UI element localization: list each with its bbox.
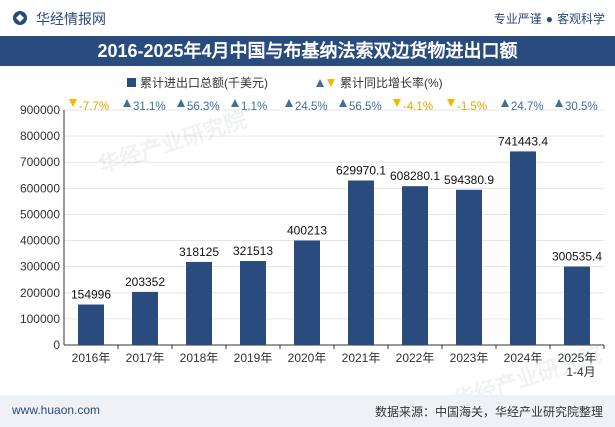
bar <box>456 189 482 345</box>
growth-rate-label: -7.7% <box>79 101 109 113</box>
chart-title: 2016-2025年4月中国与布基纳法索双边货物进出口额 <box>0 36 615 66</box>
bar-value-label: 318125 <box>179 245 219 259</box>
growth-down-marker <box>69 99 77 107</box>
growth-rate-label: 56.5% <box>349 101 382 113</box>
footer-website: www.huaon.com <box>12 403 101 417</box>
x-tick-label: 2016年 <box>72 351 111 365</box>
bar <box>564 266 590 345</box>
growth-rate-label: 24.5% <box>295 101 328 113</box>
x-tick-label: 2018年 <box>180 351 219 365</box>
y-tick-label: 400000 <box>20 234 60 248</box>
growth-up-marker <box>177 99 185 107</box>
bar-value-label: 321513 <box>233 244 273 258</box>
x-tick-label: 2017年 <box>126 351 165 365</box>
growth-rate-label: 56.3% <box>187 101 220 113</box>
footer-source: 数据来源：中国海关，华经产业研究院整理 <box>374 405 603 419</box>
growth-rate-label: 31.1% <box>133 101 166 113</box>
slogan-dot: ● <box>545 12 553 26</box>
bar-value-label: 400213 <box>287 223 327 237</box>
slogan-left: 专业严谨 <box>493 12 542 26</box>
legend-growth-swatch <box>316 78 336 88</box>
y-tick-label: 600000 <box>20 181 60 195</box>
bar-chart: 0 100000 200000 300000 400000 500000 600000 700… <box>20 99 605 379</box>
y-tick-label: 800000 <box>20 129 60 143</box>
bar-value-label: 608280.1 <box>390 169 440 183</box>
legend-growth-label: 累计同比增长率(%) <box>340 76 443 90</box>
bar <box>78 304 104 345</box>
huajing-logo-icon <box>13 11 27 25</box>
legend-bar-label: 累计进出口总额(千美元) <box>140 76 268 90</box>
x-tick-label: 1-4月 <box>566 365 595 379</box>
bar-value-label: 741443.4 <box>498 134 548 148</box>
x-tick-label: 2021年 <box>342 351 381 365</box>
brand-name: 华经情报网 <box>36 11 106 27</box>
growth-up-marker <box>555 99 563 107</box>
legend-bar-swatch <box>127 78 136 87</box>
growth-up-marker <box>123 99 131 107</box>
chart-legend: 累计进出口总额(千美元) 累计同比增长率(%) <box>0 74 615 92</box>
footer: www.huaon.com 数据来源：中国海关，华经产业研究院整理 <box>0 395 615 427</box>
bar-value-label: 629970.1 <box>336 164 386 178</box>
x-tick-label: 2023年 <box>450 351 489 365</box>
growth-down-marker <box>447 99 455 107</box>
x-tick-label: 2022年 <box>396 351 435 365</box>
y-tick-label: 200000 <box>20 286 60 300</box>
slogan: 专业严谨 ● 客观科学 <box>494 10 605 27</box>
legend-item-total: 累计进出口总额(千美元) <box>127 74 268 91</box>
x-tick-label: 2025年 <box>558 351 597 365</box>
bar-value-label: 300535.4 <box>552 250 602 264</box>
bar <box>240 261 266 345</box>
bar <box>186 261 212 345</box>
growth-rate-label: 30.5% <box>565 101 598 113</box>
bar <box>132 291 158 345</box>
x-tick-label: 2020年 <box>288 351 327 365</box>
x-tick-label: 2019年 <box>234 351 273 365</box>
bar <box>348 180 374 345</box>
growth-rate-label: -4.1% <box>403 101 433 113</box>
bar-value-label: 594380.9 <box>444 173 494 187</box>
y-tick-label: 300000 <box>20 260 60 274</box>
bar <box>402 186 428 345</box>
growth-down-marker <box>393 99 401 107</box>
bar <box>510 151 536 345</box>
y-tick-label: 900000 <box>20 103 60 117</box>
top-bar: 华经情报网 专业严谨 ● 客观科学 <box>0 0 615 36</box>
growth-up-marker <box>339 99 347 107</box>
growth-up-marker <box>231 99 239 107</box>
slogan-right: 客观科学 <box>556 12 605 26</box>
growth-up-marker <box>285 99 293 107</box>
growth-up-marker <box>501 99 509 107</box>
bar <box>294 240 320 345</box>
y-tick-label: 100000 <box>20 312 60 326</box>
growth-rate-label: 24.7% <box>511 101 544 113</box>
growth-rate-label: 1.1% <box>241 101 267 113</box>
bar-value-label: 154996 <box>71 288 111 302</box>
legend-item-growth: 累计同比增长率(%) <box>316 74 443 91</box>
growth-rate-label: -1.5% <box>457 101 487 113</box>
y-tick-label: 0 <box>53 338 60 352</box>
bar-value-label: 203352 <box>125 275 165 289</box>
y-tick-label: 700000 <box>20 155 60 169</box>
x-tick-label: 2024年 <box>504 351 543 365</box>
y-tick-label: 500000 <box>20 207 60 221</box>
